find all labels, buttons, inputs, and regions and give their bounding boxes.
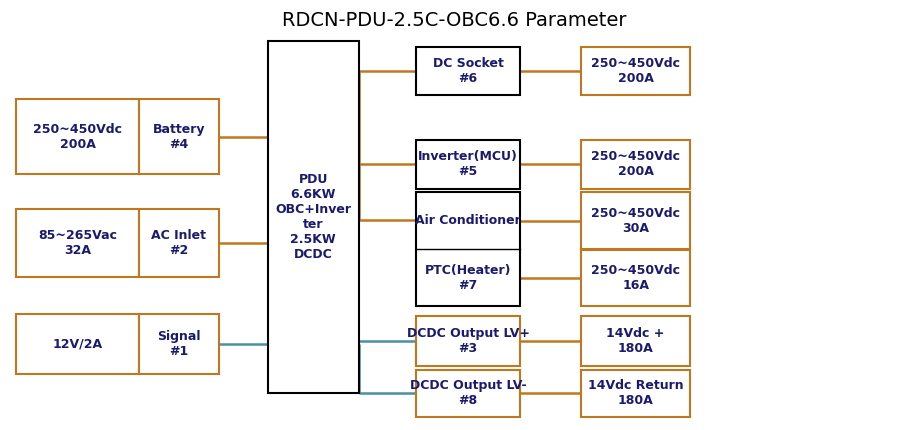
Text: 250~450Vdc
30A: 250~450Vdc 30A [591, 207, 680, 235]
Bar [16, 209, 139, 277]
Bar [581, 250, 690, 306]
Text: AC Inlet
#2: AC Inlet #2 [152, 229, 206, 257]
Bar [581, 316, 690, 366]
Text: 250~450Vdc
200A: 250~450Vdc 200A [33, 123, 123, 150]
Text: DCDC Output LV+
#3: DCDC Output LV+ #3 [407, 327, 529, 355]
Text: 12V/2A: 12V/2A [53, 338, 103, 350]
Text: 250~450Vdc
16A: 250~450Vdc 16A [591, 264, 680, 292]
Bar [416, 47, 520, 95]
Bar [16, 99, 139, 174]
Bar [139, 99, 219, 174]
Text: 85~265Vac
32A: 85~265Vac 32A [38, 229, 117, 257]
Bar [581, 140, 690, 189]
Bar [416, 370, 520, 417]
Text: PTC(Heater)
#7: PTC(Heater) #7 [425, 264, 511, 292]
Bar [16, 314, 139, 374]
Text: RDCN-PDU-2.5C-OBC6.6 Parameter: RDCN-PDU-2.5C-OBC6.6 Parameter [281, 11, 627, 30]
Text: Air Conditioner: Air Conditioner [415, 214, 521, 227]
Text: DC Socket
#6: DC Socket #6 [432, 57, 504, 85]
Bar [139, 209, 219, 277]
Bar [139, 314, 219, 374]
Bar [416, 316, 520, 366]
Text: 250~450Vdc
200A: 250~450Vdc 200A [591, 150, 680, 178]
Text: Inverter(MCU)
#5: Inverter(MCU) #5 [419, 150, 518, 178]
Bar [416, 140, 520, 189]
Text: DCDC Output LV-
#8: DCDC Output LV- #8 [410, 379, 527, 408]
Bar [268, 41, 359, 393]
Bar [581, 192, 690, 249]
Text: 14Vdc Return
180A: 14Vdc Return 180A [587, 379, 684, 408]
Text: PDU
6.6KW
OBC+Inver
ter
2.5KW
DCDC: PDU 6.6KW OBC+Inver ter 2.5KW DCDC [275, 173, 351, 261]
Text: Signal
#1: Signal #1 [157, 330, 201, 358]
Bar [581, 47, 690, 95]
Text: 250~450Vdc
200A: 250~450Vdc 200A [591, 57, 680, 85]
Text: Battery
#4: Battery #4 [153, 123, 205, 150]
Bar [581, 370, 690, 417]
Text: 14Vdc +
180A: 14Vdc + 180A [607, 327, 665, 355]
Bar [416, 192, 520, 306]
